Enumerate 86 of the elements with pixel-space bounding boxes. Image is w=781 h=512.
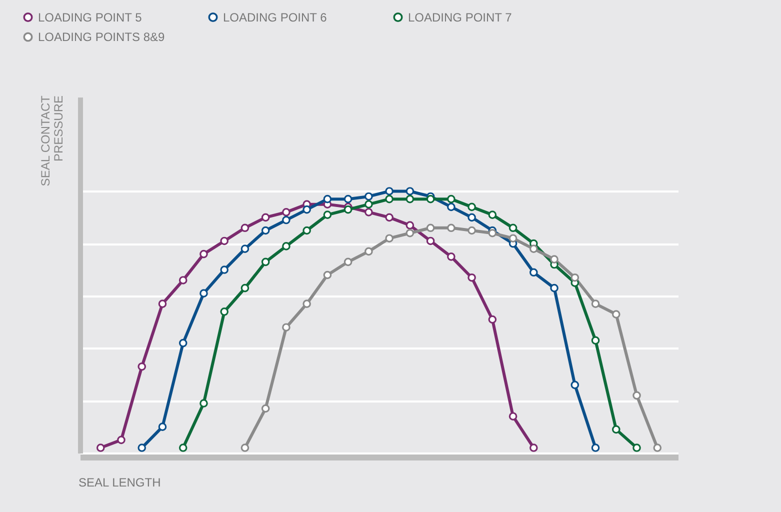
- point: [178, 444, 188, 452]
- point: [447, 224, 456, 232]
- point: [612, 425, 620, 434]
- point: [302, 205, 311, 214]
- point: [178, 338, 188, 348]
- point: [138, 362, 146, 371]
- point: [385, 213, 394, 222]
- point: [488, 228, 497, 238]
- point: [261, 213, 270, 222]
- point: [344, 205, 352, 214]
- point: [550, 255, 558, 264]
- legend-label: LOADING POINT 5: [38, 10, 142, 24]
- point: [261, 404, 270, 413]
- point: [530, 244, 538, 253]
- legend-label: LOADING POINT 6: [223, 10, 328, 24]
- point: [282, 323, 290, 332]
- point: [591, 444, 600, 452]
- point: [653, 444, 662, 452]
- point: [220, 236, 228, 246]
- point: [178, 276, 188, 284]
- point: [612, 310, 620, 318]
- point: [282, 208, 290, 216]
- point: [385, 187, 394, 196]
- point: [426, 194, 435, 204]
- point: [426, 224, 435, 232]
- point: [406, 221, 414, 230]
- point: [591, 336, 600, 345]
- point: [261, 258, 270, 266]
- point: [508, 234, 518, 242]
- point: [138, 444, 146, 452]
- point: [550, 284, 558, 292]
- point: [323, 210, 332, 219]
- point: [364, 200, 373, 208]
- point: [468, 226, 476, 235]
- point: [364, 208, 373, 216]
- point: [200, 250, 208, 258]
- point: [468, 202, 476, 212]
- point: [364, 192, 373, 201]
- point: [508, 412, 518, 420]
- point: [468, 273, 476, 282]
- legend-label: LOADING POINT 7: [408, 10, 512, 24]
- point: [406, 228, 414, 238]
- point: [447, 252, 456, 261]
- legend-label: LOADING POINTS 8&9: [38, 30, 166, 44]
- point: [117, 436, 126, 444]
- point: [468, 213, 476, 222]
- point: [261, 226, 270, 235]
- point: [488, 210, 497, 219]
- point: [240, 444, 250, 452]
- point: [530, 268, 538, 277]
- x-axis-title: SEAL LENGTH: [78, 476, 161, 490]
- point: [158, 422, 167, 431]
- point: [591, 300, 600, 308]
- point: [96, 444, 105, 452]
- point: [302, 226, 311, 235]
- point: [632, 444, 641, 452]
- y-axis-title: SEAL CONTACT PRESSURE: [38, 94, 66, 186]
- point: [220, 266, 228, 274]
- point: [344, 194, 352, 204]
- point: [344, 258, 352, 266]
- point: [323, 194, 332, 204]
- point: [447, 202, 456, 212]
- point: [406, 187, 414, 196]
- point: [158, 300, 167, 308]
- point: [282, 242, 290, 250]
- point: [240, 284, 250, 292]
- point: [385, 194, 394, 204]
- point: [200, 399, 208, 408]
- point: [240, 244, 250, 253]
- point: [426, 236, 435, 246]
- point: [447, 194, 456, 204]
- point: [302, 300, 311, 308]
- point: [282, 216, 290, 224]
- point: [220, 308, 228, 316]
- point: [632, 391, 641, 400]
- point: [488, 315, 497, 324]
- point: [364, 247, 373, 256]
- point: [240, 224, 250, 232]
- point: [508, 224, 518, 232]
- point: [530, 444, 538, 452]
- point: [570, 273, 580, 282]
- point: [406, 194, 414, 204]
- point: [385, 234, 394, 242]
- point: [570, 380, 580, 390]
- point: [200, 289, 208, 298]
- point: [323, 270, 332, 280]
